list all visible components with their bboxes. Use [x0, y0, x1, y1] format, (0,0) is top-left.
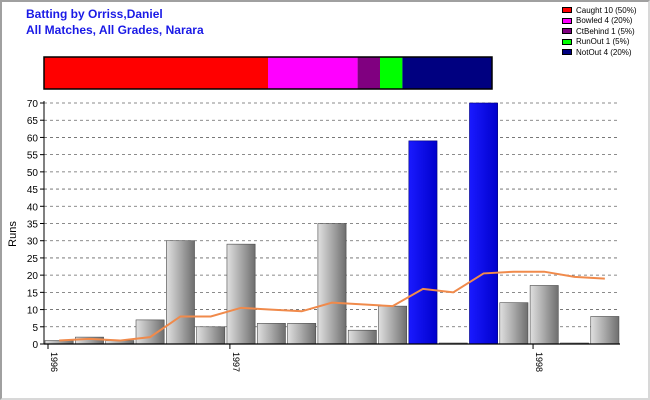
y-tick-label: 0 [32, 340, 38, 351]
x-tick-label: 1996 [49, 352, 59, 372]
dismissal-segment-bowled [268, 57, 358, 89]
y-tick-label: 10 [27, 306, 39, 317]
bar-out [347, 329, 377, 345]
y-tick-label: 55 [27, 151, 39, 162]
y-tick-label: 5 [32, 323, 38, 334]
bar-out [196, 326, 226, 345]
dismissal-stack-bar [43, 56, 493, 90]
legend-item: Caught 10 (50%) [562, 5, 636, 16]
dismissal-segment-caught [44, 57, 268, 89]
y-tick-label: 50 [27, 168, 39, 179]
y-tick-label: 45 [27, 185, 39, 196]
y-axis: 0 5 10 15 20 25 30 35 40 45 50 55 60 65 70 [27, 99, 45, 351]
y-axis-label: Runs [7, 221, 19, 247]
y-tick-label: 70 [27, 99, 39, 110]
y-tick-label: 65 [27, 116, 39, 127]
bar-out [378, 305, 408, 345]
y-tick-label: 15 [27, 288, 39, 299]
bar-out [166, 240, 195, 345]
legend-item: Bowled 4 (20%) [562, 16, 636, 27]
y-tick-label: 60 [27, 133, 39, 144]
bar-out [287, 323, 317, 345]
dismissal-segment-runout [380, 57, 403, 89]
dismissal-segment-notout [402, 57, 492, 89]
bar-not-out [469, 102, 498, 345]
legend-item: RunOut 1 (5%) [562, 37, 636, 48]
bar-out [590, 316, 620, 345]
dismissal-segment-ctbehind [357, 57, 380, 89]
dismissal-stack-border [43, 56, 493, 90]
bars [44, 102, 620, 345]
legend-swatch [562, 17, 572, 24]
legend-item: NotOut 4 (20%) [562, 47, 636, 58]
legend-swatch [562, 38, 572, 45]
legend-swatch [562, 49, 572, 56]
x-tick-label: 1997 [231, 352, 241, 372]
legend-label: RunOut 1 (5%) [576, 37, 630, 47]
legend-label: Caught 10 (50%) [576, 5, 637, 15]
legend-swatch [562, 7, 572, 14]
bar-out [135, 319, 165, 345]
y-tick-label: 30 [27, 237, 39, 248]
y-tick-label: 35 [27, 220, 39, 231]
y-tick-label: 20 [27, 271, 39, 282]
y-tick-label: 25 [27, 254, 39, 265]
bar-out [317, 223, 347, 345]
bar-out [256, 323, 286, 345]
legend-label: CtBehind 1 (5%) [576, 26, 635, 36]
legend-label: Bowled 4 (20%) [576, 16, 633, 26]
average-line [59, 270, 605, 342]
chart-title: Batting by Orriss,Daniel [26, 7, 163, 21]
bar-out [226, 243, 256, 345]
x-tick-label: 1998 [534, 352, 544, 372]
bar-not-out [408, 140, 438, 345]
bar-out [499, 302, 529, 345]
x-axis: 1996 1997 1998 [44, 343, 620, 372]
legend-item: CtBehind 1 (5%) [562, 26, 636, 37]
bar-out [529, 285, 559, 345]
average-polyline [59, 270, 605, 342]
chart-subtitle: All Matches, All Grades, Narara [26, 23, 204, 37]
legend-swatch [562, 28, 572, 35]
legend-label: NotOut 4 (20%) [576, 47, 632, 57]
legend: Caught 10 (50%) Bowled 4 (20%) CtBehind 1 … [562, 5, 636, 58]
y-tick-label: 40 [27, 202, 39, 213]
